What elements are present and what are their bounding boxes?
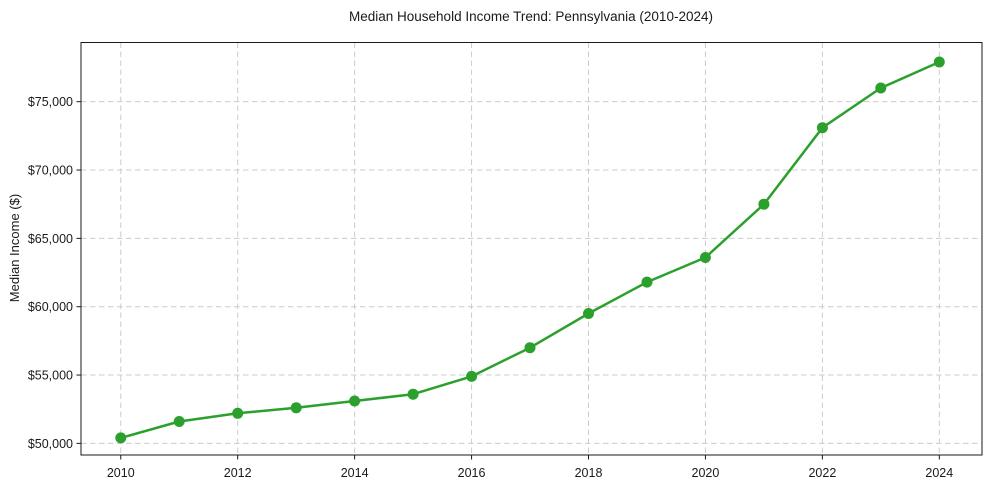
y-tick-label-55000: $55,000	[28, 369, 73, 383]
data-point-2012	[232, 407, 244, 419]
series-layer	[115, 56, 945, 444]
data-point-2017	[524, 342, 536, 354]
data-point-2014	[349, 395, 361, 407]
x-tick-label-2014: 2014	[341, 466, 369, 480]
data-point-2018	[583, 308, 594, 319]
x-tick-label-2018: 2018	[575, 466, 603, 480]
y-axis-label: Median Income ($)	[7, 194, 22, 302]
data-point-2019	[641, 276, 653, 288]
grid-layer	[81, 42, 982, 455]
x-tick-label-2020: 2020	[692, 466, 720, 480]
y-tick-label-75000: $75,000	[28, 95, 73, 109]
y-tick-label-65000: $65,000	[28, 232, 73, 246]
data-point-2022	[816, 122, 828, 134]
y-tick-label-70000: $70,000	[28, 164, 73, 178]
x-tick-label-2012: 2012	[224, 466, 252, 480]
data-point-2020	[699, 252, 711, 263]
data-point-2023	[875, 82, 887, 94]
data-point-2024	[933, 56, 945, 68]
y-tick-label-50000: $50,000	[28, 437, 73, 451]
x-tick-label-2016: 2016	[458, 466, 486, 480]
data-point-2021	[758, 198, 770, 210]
chart-title: Median Household Income Trend: Pennsylva…	[349, 9, 713, 24]
x-tick-label-2022: 2022	[808, 466, 836, 480]
data-point-2010	[115, 432, 127, 444]
data-point-2016	[466, 370, 478, 382]
income-trend-line	[119, 60, 941, 440]
y-tick-label-60000: $60,000	[28, 300, 73, 314]
axes-layer	[76, 42, 983, 460]
tick-labels-layer: $50,000 $55,000 $60,000 $65,000 $70,000 $75,0…	[28, 95, 953, 480]
plot-border	[80, 42, 983, 456]
data-point-2013	[290, 402, 302, 414]
data-point-2015	[407, 388, 419, 400]
x-tick-label-2010: 2010	[107, 466, 135, 480]
x-tick-label-2024: 2024	[925, 466, 953, 480]
data-point-2011	[173, 416, 185, 427]
